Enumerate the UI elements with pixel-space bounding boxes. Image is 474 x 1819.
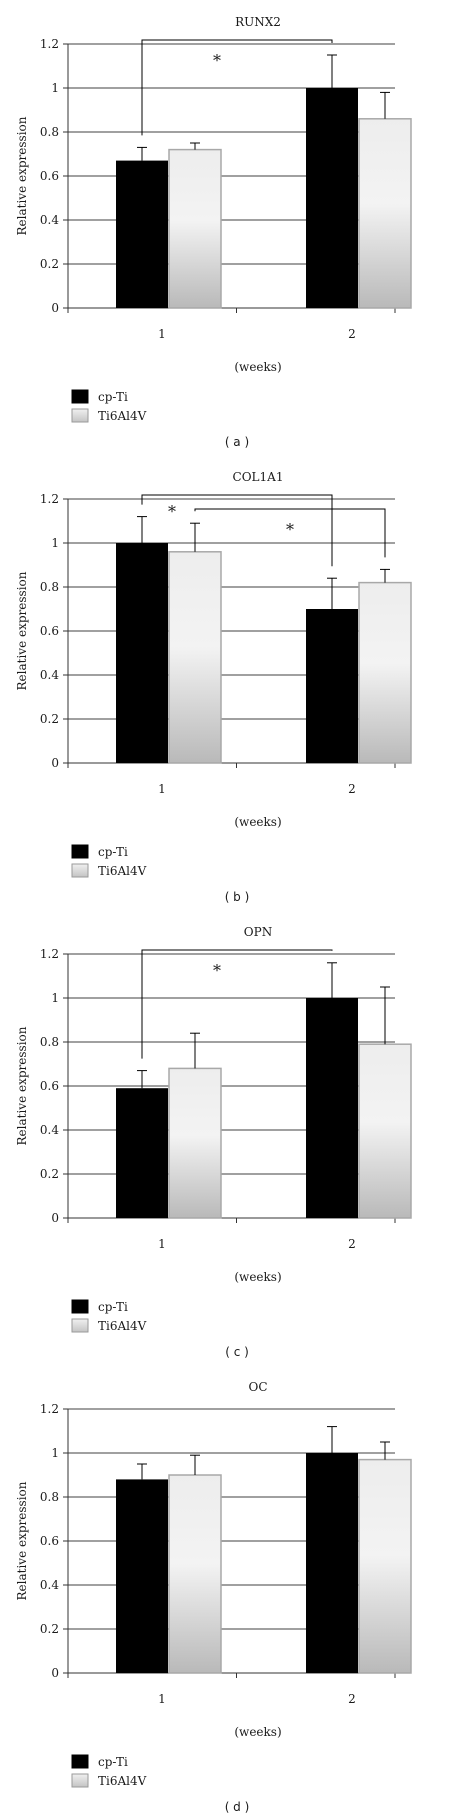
y-tick-label: 0.6 (40, 169, 59, 183)
chart-title: OPN (244, 925, 272, 939)
legend-swatch-cp-ti (71, 1754, 89, 1769)
y-tick-label: 0.6 (40, 624, 59, 638)
legend-swatch-cp-ti (71, 389, 89, 404)
bar-cp-ti-week-1 (116, 543, 168, 763)
y-tick-label: 1.2 (40, 37, 59, 51)
significance-bracket (141, 494, 333, 567)
y-tick-label: 1 (51, 1446, 59, 1460)
y-axis-label: Relative expression (15, 116, 29, 235)
y-tick-label: 0.4 (40, 668, 59, 682)
bar-ti6al4v-week-1 (168, 148, 222, 309)
legend-label: Ti6Al4V (98, 1319, 147, 1333)
legend-label: cp-Ti (98, 1755, 128, 1769)
chart-panel-a: RUNX2 0 0.2 0.4 0.6 0.8 1 1.2 Relative expressio… (15, 15, 412, 449)
significance-star: * (213, 961, 221, 980)
legend-label: cp-Ti (98, 1300, 128, 1314)
chart-title: RUNX2 (235, 15, 281, 29)
panel-label: ( b ) (225, 890, 250, 904)
y-tick-label: 1.2 (40, 1402, 59, 1416)
bar-cp-ti-week-2 (306, 1453, 358, 1673)
significance-bracket (194, 508, 386, 558)
y-tick-label: 1.2 (40, 947, 59, 961)
panel-label: ( d ) (225, 1800, 250, 1814)
legend-swatch-ti6al4v (71, 1773, 89, 1788)
bar-ti6al4v-week-1 (168, 1474, 222, 1674)
x-tick-label: 2 (348, 782, 356, 796)
x-axis-label: (weeks) (234, 360, 281, 374)
x-axis-label: (weeks) (234, 1270, 281, 1284)
bar-ti6al4v-week-2 (358, 1043, 412, 1219)
significance-star: * (213, 51, 221, 70)
panel-label: ( c ) (225, 1345, 249, 1359)
x-axis-label: (weeks) (234, 815, 281, 829)
x-tick-label: 1 (158, 782, 166, 796)
y-tick-label: 0.4 (40, 213, 59, 227)
legend-label: Ti6Al4V (98, 864, 147, 878)
legend-label: Ti6Al4V (98, 1774, 147, 1788)
bar-ti6al4v-week-1 (168, 1067, 222, 1219)
chart-panel-b: COL1A1 0 0.2 0.4 0.6 0.8 1 1.2 Relative expressi… (15, 470, 412, 904)
legend-label: cp-Ti (98, 390, 128, 404)
y-axis-label: Relative expression (15, 1481, 29, 1600)
y-tick-label: 0.8 (40, 125, 59, 139)
x-tick-label: 1 (158, 1692, 166, 1706)
y-tick-label: 1 (51, 536, 59, 550)
y-tick-label: 0.8 (40, 1490, 59, 1504)
bar-cp-ti-week-1 (116, 160, 168, 308)
bar-ti6al4v-week-2 (358, 1458, 412, 1674)
x-tick-label: 1 (158, 327, 166, 341)
legend-swatch-cp-ti (71, 844, 89, 859)
y-tick-label: 1 (51, 81, 59, 95)
chart-panel-c: OPN 0 0.2 0.4 0.6 0.8 1 1.2 Relative expression 1… (15, 925, 412, 1359)
chart-title: OC (248, 1380, 267, 1394)
legend-swatch-cp-ti (71, 1299, 89, 1314)
y-tick-label: 0.6 (40, 1079, 59, 1093)
legend-swatch-ti6al4v (71, 1318, 89, 1333)
significance-star: * (286, 520, 294, 539)
bar-cp-ti-week-1 (116, 1088, 168, 1218)
x-axis-label: (weeks) (234, 1725, 281, 1739)
y-tick-label: 0 (51, 1211, 59, 1225)
legend-label: cp-Ti (98, 845, 128, 859)
chart-title: COL1A1 (233, 470, 284, 484)
bar-ti6al4v-week-1 (168, 551, 222, 764)
y-tick-label: 1.2 (40, 492, 59, 506)
y-tick-label: 1 (51, 991, 59, 1005)
bar-cp-ti-week-2 (306, 998, 358, 1218)
bar-cp-ti-week-1 (116, 1479, 168, 1673)
y-axis-label: Relative expression (15, 1026, 29, 1145)
significance-bracket (141, 39, 333, 136)
y-tick-label: 0.6 (40, 1534, 59, 1548)
y-tick-label: 0 (51, 756, 59, 770)
bar-ti6al4v-week-2 (358, 581, 412, 764)
significance-bracket (141, 949, 333, 1059)
significance-star: * (168, 502, 176, 521)
chart-panel-d: OC 0 0.2 0.4 0.6 0.8 1 1.2 Relative expression 1 2… (15, 1380, 412, 1814)
bar-ti6al4v-week-2 (358, 118, 412, 309)
y-tick-label: 0.4 (40, 1123, 59, 1137)
x-tick-label: 1 (158, 1237, 166, 1251)
y-tick-label: 0.4 (40, 1578, 59, 1592)
y-tick-label: 0 (51, 1666, 59, 1680)
legend-swatch-ti6al4v (71, 863, 89, 878)
y-tick-label: 0.8 (40, 580, 59, 594)
panel-label: ( a ) (225, 435, 249, 449)
y-tick-label: 0.2 (40, 257, 59, 271)
y-tick-label: 0.2 (40, 712, 59, 726)
y-tick-label: 0.2 (40, 1622, 59, 1636)
y-tick-label: 0.8 (40, 1035, 59, 1049)
bar-cp-ti-week-2 (306, 88, 358, 308)
bar-cp-ti-week-2 (306, 609, 358, 763)
legend-label: Ti6Al4V (98, 409, 147, 423)
x-tick-label: 2 (348, 1692, 356, 1706)
y-tick-label: 0 (51, 301, 59, 315)
y-axis-label: Relative expression (15, 571, 29, 690)
legend-swatch-ti6al4v (71, 408, 89, 423)
x-tick-label: 2 (348, 327, 356, 341)
x-tick-label: 2 (348, 1237, 356, 1251)
y-tick-label: 0.2 (40, 1167, 59, 1181)
